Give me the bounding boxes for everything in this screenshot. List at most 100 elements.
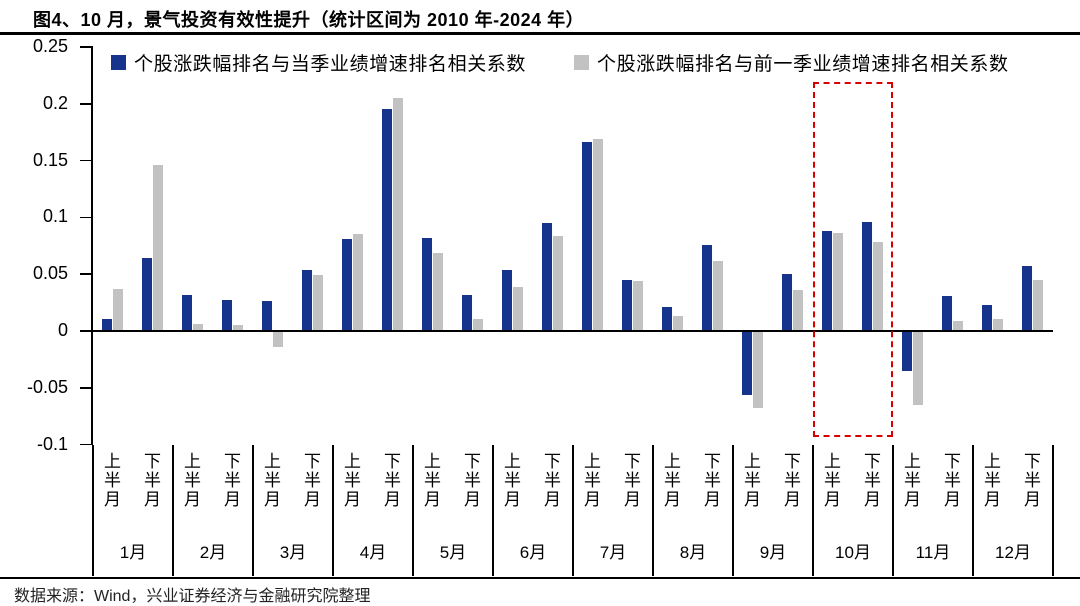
y-axis-tick [80,387,93,389]
month-label: 4月 [359,543,387,562]
month-divider [332,445,334,576]
bar-current-12月上半月 [982,304,992,331]
bar-current-1月上半月 [102,318,112,331]
half-month-label: 下 半 月 [144,452,161,509]
month-divider [412,445,414,576]
half-month-label: 下 半 月 [784,452,801,509]
month-label: 9月 [759,543,787,562]
bar-current-7月下半月 [622,279,632,331]
bar-current-12月下半月 [1022,266,1032,331]
half-month-label: 上 半 月 [424,452,441,509]
month-divider [172,445,174,576]
half-month-label: 上 半 月 [824,452,841,509]
bar-previous-3月下半月 [313,275,323,331]
month-divider [652,445,654,576]
legend-swatch-current-quarter-icon [111,55,126,70]
bar-previous-5月下半月 [473,318,483,331]
month-divider [252,445,254,576]
bar-current-5月下半月 [462,294,472,331]
source-note: 数据来源：Wind，兴业证券经济与金融研究院整理 [14,588,371,605]
bar-current-3月上半月 [262,301,272,331]
half-month-label: 上 半 月 [344,452,361,509]
half-month-label: 下 半 月 [624,452,641,509]
bar-current-10月下半月 [862,221,872,331]
month-divider [492,445,494,576]
bar-previous-10月上半月 [833,233,843,331]
bar-current-6月下半月 [542,223,552,331]
y-axis-tick [80,216,93,219]
figure-title: 图4、10 月，景气投资有效性提升（统计区间为 2010 年-2024 年） [33,10,585,30]
bar-previous-4月下半月 [393,98,403,331]
y-axis-tick-label: 0 [57,320,68,340]
half-month-label: 上 半 月 [664,452,681,509]
y-axis-tick [80,330,93,332]
y-axis-tick-label: -0.1 [36,433,68,454]
month-label: 12月 [995,543,1031,562]
month-divider [1052,445,1054,576]
half-month-label: 下 半 月 [224,452,241,509]
half-month-label: 上 半 月 [744,452,761,509]
month-divider [972,445,974,576]
half-month-label: 下 半 月 [944,452,961,509]
bar-current-6月上半月 [502,269,512,331]
month-label: 5月 [439,543,467,562]
bar-current-8月下半月 [702,244,712,331]
half-month-label: 下 半 月 [384,452,401,509]
bar-previous-12月下半月 [1033,279,1043,331]
bar-previous-1月上半月 [113,288,123,331]
month-divider [812,445,814,576]
y-axis-tick-label: -0.05 [26,376,68,397]
bar-previous-7月下半月 [633,281,643,331]
bar-previous-10月下半月 [873,242,883,331]
bar-previous-2月下半月 [233,325,243,331]
bar-current-4月下半月 [382,109,392,331]
bar-current-11月下半月 [942,295,952,331]
bar-current-7月上半月 [582,142,592,331]
month-label: 2月 [199,543,227,562]
bar-current-11月上半月 [902,331,912,371]
highlight-box [813,82,893,437]
month-label: 7月 [599,543,627,562]
month-label: 8月 [679,543,707,562]
bar-current-3月下半月 [302,269,312,331]
bar-previous-12月上半月 [993,318,1003,331]
bar-previous-8月下半月 [713,260,723,331]
y-axis-tick [80,46,93,48]
bar-current-1月下半月 [142,258,152,331]
month-divider [92,445,94,576]
legend-item-previous-quarter: 个股涨跌幅排名与前一季业绩增速排名相关系数 [574,49,1009,76]
legend-item-current-quarter: 个股涨跌幅排名与当季业绩增速排名相关系数 [111,49,526,76]
bar-current-2月上半月 [182,294,192,331]
footer-divider [0,577,1080,579]
bar-current-4月上半月 [342,238,352,331]
y-axis-line [91,47,93,445]
bar-previous-5月上半月 [433,252,443,331]
bar-previous-11月下半月 [953,320,963,331]
y-axis-tick-label: 0.15 [32,149,68,170]
bar-current-2月下半月 [222,300,232,331]
bar-current-8月上半月 [662,307,672,331]
half-month-label: 上 半 月 [264,452,281,509]
half-month-label: 上 半 月 [504,452,521,509]
bar-previous-6月上半月 [513,286,523,331]
legend-label-current-quarter: 个股涨跌幅排名与当季业绩增速排名相关系数 [134,54,527,75]
y-axis-tick [80,159,93,162]
bar-previous-4月上半月 [353,234,363,331]
y-axis-tick-label: 0.05 [32,263,68,284]
y-axis-tick [80,103,93,105]
half-month-label: 下 半 月 [464,452,481,509]
bar-previous-6月下半月 [553,235,563,331]
half-month-label: 下 半 月 [544,452,561,509]
legend-swatch-previous-quarter-icon [574,55,589,70]
month-divider [732,445,734,576]
bar-previous-11月上半月 [913,331,923,405]
month-label: 6月 [519,543,547,562]
bar-previous-9月上半月 [753,331,763,409]
bar-previous-8月上半月 [673,316,683,331]
half-month-label: 下 半 月 [304,452,321,509]
bar-previous-2月上半月 [193,324,203,331]
bar-previous-7月上半月 [593,139,603,331]
y-axis-tick [80,273,93,276]
month-label: 10月 [835,543,871,562]
y-axis-tick-label: 0.25 [32,36,68,56]
